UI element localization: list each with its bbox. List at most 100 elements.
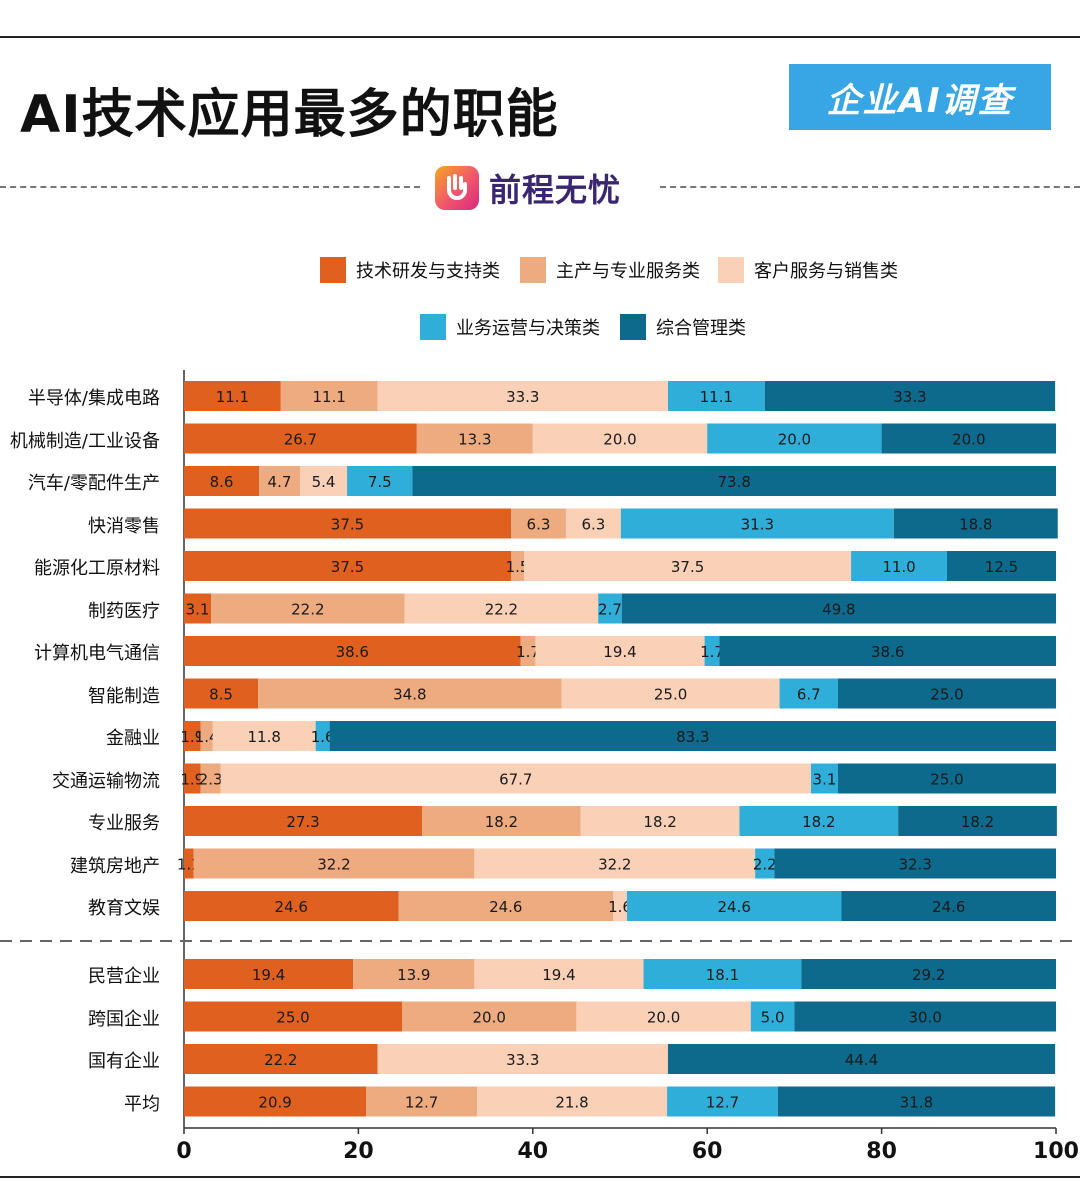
x-tick-label: 20 (343, 1139, 374, 1164)
data-label: 18.2 (961, 813, 994, 831)
row-label: 专业服务 (88, 813, 160, 834)
bar-segment (220, 763, 811, 794)
legend-swatch-4 (420, 314, 446, 340)
bar-segment (377, 1044, 668, 1074)
bar-segment (184, 423, 417, 454)
bar-segment (707, 423, 882, 454)
bar-segment (398, 891, 614, 921)
data-label: 8.6 (210, 473, 234, 491)
row-label: 快消零售 (88, 515, 160, 537)
data-label: 11.8 (248, 728, 281, 746)
row-label: 半导体/集成电路 (27, 388, 160, 409)
data-label: 22.2 (264, 1051, 297, 1069)
bottom-rule (0, 1176, 1080, 1178)
bar-segment (643, 959, 802, 989)
row-label: 平均 (124, 1093, 160, 1115)
bar-segment (402, 1001, 577, 1032)
data-label: 37.5 (671, 558, 704, 576)
legend-item-3: 客户服务与销售类 (718, 257, 898, 283)
brand: 前程无忧 (435, 166, 621, 210)
data-label: 73.8 (718, 473, 751, 491)
bar-segment (898, 806, 1057, 836)
row-label: 计算机电气通信 (34, 643, 160, 664)
bar-segment (881, 423, 1056, 454)
data-label: 12.7 (706, 1094, 739, 1112)
row-label: 智能制造 (88, 685, 160, 707)
bar-segment (366, 1086, 477, 1117)
data-label: 1.7 (516, 643, 540, 661)
bar-segment (565, 508, 621, 539)
data-label: 38.6 (871, 643, 904, 661)
data-label: 4.7 (268, 473, 292, 491)
bar-segment (258, 678, 562, 709)
data-label: 18.2 (802, 813, 835, 831)
brand-logo-icon (435, 166, 479, 210)
bar-segment (704, 636, 720, 666)
row-label: 教育文娱 (88, 898, 160, 919)
legend-swatch-3 (718, 257, 744, 283)
data-label: 5.0 (761, 1009, 785, 1027)
data-label: 8.5 (209, 686, 233, 704)
data-label: 83.3 (676, 728, 709, 746)
bar-segment (774, 848, 1056, 879)
bar-segment (184, 806, 423, 836)
bar-segment (184, 551, 511, 581)
data-label: 24.6 (275, 898, 308, 916)
data-label: 3.1 (186, 601, 210, 619)
data-label: 5.4 (312, 473, 336, 491)
brand-name: 前程无忧 (489, 171, 622, 209)
row-label: 跨国企业 (88, 1008, 160, 1030)
bar-segment (841, 891, 1056, 921)
legend-item-4: 业务运营与决策类 (420, 314, 600, 340)
bar-segment (422, 806, 581, 836)
bar-segment (184, 848, 194, 879)
bar-segment (561, 678, 780, 709)
bar-segment (755, 848, 775, 879)
bar-segment (184, 1044, 378, 1074)
bar-segment (377, 381, 668, 411)
data-label: 18.2 (643, 813, 676, 831)
data-label: 18.8 (959, 516, 992, 534)
bar-segment (474, 848, 756, 879)
bar-segment (613, 891, 627, 921)
data-label: 49.8 (822, 601, 855, 619)
data-label: 1.6 (311, 728, 335, 746)
bar-segment (838, 763, 1056, 794)
bar-segment (667, 1044, 1056, 1074)
data-label: 32.3 (898, 856, 931, 874)
bar-segment (524, 551, 852, 581)
bar-segment (893, 508, 1058, 539)
bar-segment (184, 466, 259, 496)
data-label: 18.2 (485, 813, 518, 831)
legend-label-2: 主产与专业服务类 (556, 261, 700, 282)
bar-segment (280, 381, 378, 411)
bar-segment (184, 721, 201, 751)
bar-segment (184, 593, 212, 624)
data-label: 38.6 (336, 643, 369, 661)
x-tick-label: 80 (866, 1139, 897, 1164)
bar-segment (315, 721, 330, 751)
bar-segment (794, 1001, 1056, 1032)
legend-item-1: 技术研发与支持类 (320, 257, 500, 283)
x-tick-label: 60 (692, 1139, 723, 1164)
bar-segment (620, 508, 894, 539)
data-label: 18.1 (706, 966, 739, 984)
legend-label-5: 综合管理类 (656, 318, 746, 339)
bar-segment (347, 466, 413, 496)
data-label: 24.6 (932, 898, 965, 916)
data-label: 27.3 (286, 813, 319, 831)
survey-badge: 企业AI调查 (789, 64, 1051, 130)
row-label: 建筑房地产 (70, 855, 160, 877)
data-label: 37.5 (331, 516, 364, 534)
bar-segment (258, 466, 300, 496)
data-label: 6.7 (797, 686, 821, 704)
bar-segment (353, 959, 475, 989)
data-label: 1.9 (180, 728, 204, 746)
bar-segment (184, 959, 354, 989)
bar-segment (580, 806, 740, 836)
data-label: 1.7 (700, 643, 724, 661)
bar-segment (184, 1001, 402, 1032)
data-label: 1.6 (608, 898, 632, 916)
data-label: 37.5 (331, 558, 364, 576)
bar-segment (532, 423, 708, 454)
